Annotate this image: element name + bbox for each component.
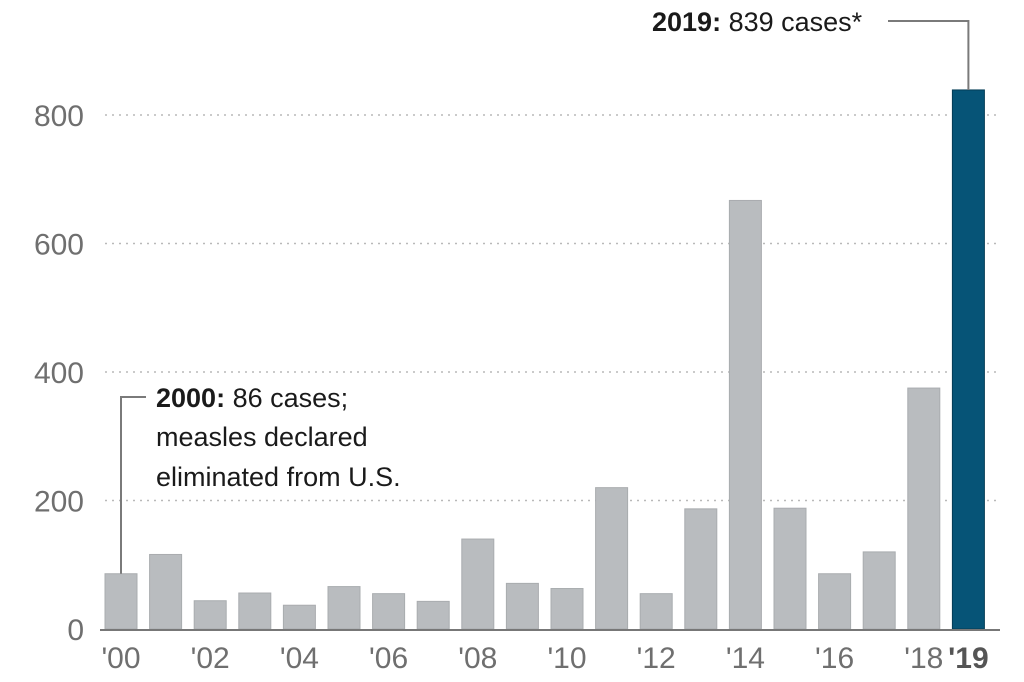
annotation-2000-line-3: eliminated from U.S. <box>156 462 401 492</box>
bar-2014 <box>728 199 762 630</box>
bar-2001 <box>149 553 183 630</box>
x-tick-label: '02 <box>191 642 230 675</box>
bar-2008 <box>461 538 495 630</box>
x-tick-label: '08 <box>458 642 497 675</box>
x-tick-label: '10 <box>547 642 586 675</box>
bar-2004 <box>282 604 316 630</box>
x-axis-ticks: '00 '02 '04 '06 '08 '10 '12 '14 '16 '18'19 <box>101 642 988 675</box>
bar-2018 <box>907 387 941 630</box>
bar-2019 <box>951 89 985 630</box>
annotation-2019-leader-line <box>888 20 970 90</box>
bar-2009 <box>505 582 539 630</box>
y-tick-label: 400 <box>34 357 84 390</box>
bar-2006 <box>372 593 406 630</box>
x-tick-label: '12 <box>637 642 676 675</box>
bar-2000 <box>104 573 138 630</box>
annotations: 2000: 86 cases; measles declared elimina… <box>120 7 970 574</box>
x-tick-label: '16 <box>815 642 854 675</box>
bar-2015 <box>773 507 807 630</box>
annotation-2000-leader-line <box>120 396 146 574</box>
bar-2010 <box>550 588 584 630</box>
bar-2007 <box>416 600 450 630</box>
annotation-2019-cases: 839 cases* <box>729 7 863 37</box>
bars <box>104 89 985 630</box>
bar-2005 <box>327 586 361 630</box>
annotation-2000: 2000: 86 cases; measles declared elimina… <box>120 383 401 574</box>
annotation-2000-year: 2000: <box>156 383 225 413</box>
bar-2017 <box>862 551 896 630</box>
y-axis-ticks: 0 200 400 600 800 <box>34 100 84 647</box>
annotation-2000-line-2: measles declared <box>156 422 368 452</box>
y-tick-label: 800 <box>34 100 84 133</box>
annotation-2000-text: 2000: 86 cases; measles declared elimina… <box>156 383 401 492</box>
annotation-2019-text: 2019: 839 cases* <box>652 7 863 37</box>
x-tick-label: '14 <box>726 642 765 675</box>
bar-2016 <box>818 573 852 630</box>
annotation-2019: 2019: 839 cases* <box>652 7 970 90</box>
bar-2013 <box>684 508 718 630</box>
y-tick-label: 600 <box>34 229 84 262</box>
x-tick-label: '06 <box>369 642 408 675</box>
bar-2011 <box>595 487 629 630</box>
annotation-2000-line-1: 2000: 86 cases; <box>156 383 356 413</box>
bar-2002 <box>193 600 227 630</box>
x-tick-label: '00 <box>101 642 140 675</box>
x-tick-label: '19 <box>948 642 989 675</box>
bar-2012 <box>639 593 673 630</box>
x-tick-label: '18 <box>904 642 943 675</box>
annotation-2019-year: 2019: <box>652 7 721 37</box>
annotation-2000-cases: 86 cases; <box>233 383 349 413</box>
x-tick-label: '04 <box>280 642 319 675</box>
y-tick-label: 0 <box>67 614 84 647</box>
y-tick-label: 200 <box>34 486 84 519</box>
bar-2003 <box>238 592 272 630</box>
